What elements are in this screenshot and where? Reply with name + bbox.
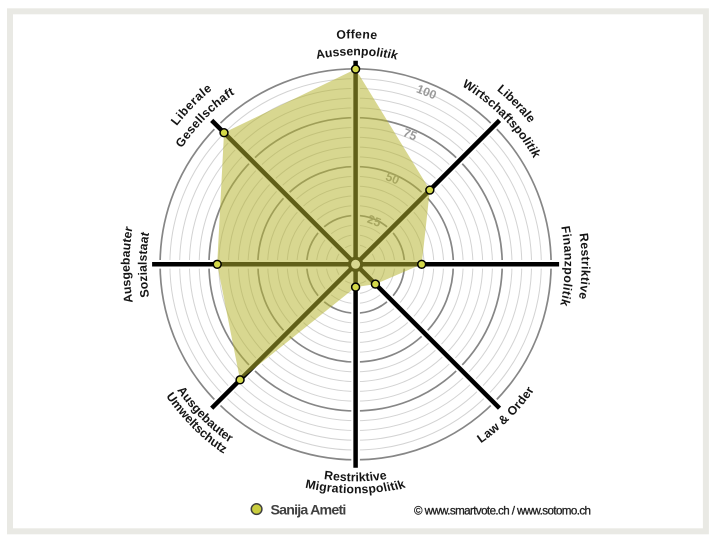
svg-text:Sanija Ameti: Sanija Ameti (271, 503, 346, 519)
svg-text:Restriktive: Restriktive (323, 468, 388, 484)
svg-text:Aussenpolitik: Aussenpolitik (315, 44, 400, 62)
svg-text:75: 75 (401, 125, 419, 143)
svg-text:Offene: Offene (336, 27, 378, 42)
svg-text:Finanzpolitik: Finanzpolitik (557, 225, 575, 308)
svg-text:© www.smartvote.ch / www.sotom: © www.smartvote.ch / www.sotomo.ch (414, 504, 591, 517)
svg-text:Restriktive: Restriktive (576, 232, 593, 301)
svg-text:Ausgebauter: Ausgebauter (119, 225, 136, 304)
svg-text:Sozialstaat: Sozialstaat (136, 230, 153, 298)
svg-text:Migrationspolitik: Migrationspolitik (304, 477, 407, 497)
